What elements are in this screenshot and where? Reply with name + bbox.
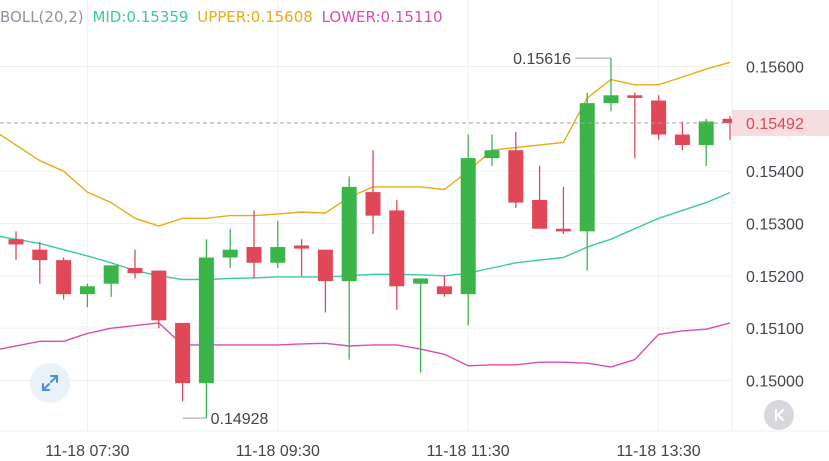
legend-boll: BOLL(20,2)	[0, 8, 84, 26]
grid-lines	[0, 0, 829, 432]
candle	[246, 210, 262, 279]
y-tick-label: 0.15000	[746, 374, 804, 391]
candle-body	[436, 286, 452, 295]
candle	[127, 249, 143, 279]
candle	[674, 121, 690, 151]
candle	[317, 249, 333, 313]
candle-body	[532, 199, 548, 229]
candle-body	[555, 228, 571, 232]
candle-body	[365, 192, 381, 216]
candle	[579, 92, 595, 271]
candle	[270, 220, 286, 268]
candle	[722, 116, 738, 140]
candle-body	[674, 134, 690, 145]
candle	[56, 257, 72, 300]
candle	[627, 92, 643, 159]
candle	[294, 239, 310, 276]
y-tick-label: 0.15600	[746, 60, 804, 77]
band-lower-line	[0, 322, 731, 368]
high-annotation-label: 0.15616	[513, 51, 571, 68]
x-tick-label: 11-18 07:30	[45, 443, 129, 460]
candle-body	[317, 249, 333, 282]
candle	[651, 95, 667, 140]
y-tick-label: 0.15400	[746, 164, 804, 181]
y-tick-label: 0.15300	[746, 217, 804, 234]
x-tick-label: 11-18 09:30	[236, 443, 320, 460]
candle-body	[484, 150, 500, 159]
candle-body	[198, 257, 214, 384]
legend-lower: LOWER:0.15110	[321, 8, 443, 26]
candle-body	[222, 249, 238, 258]
bollinger-bands	[0, 61, 731, 368]
candle-body	[56, 260, 72, 295]
candle-body	[460, 158, 476, 295]
legend-mid: MID:0.15359	[92, 8, 189, 26]
y-tick-label: 0.15100	[746, 321, 804, 338]
x-tick-label: 11-18 11:30	[427, 443, 510, 460]
candle-body	[722, 118, 738, 124]
axes: 0.15000 0.15100 0.15200 0.15300 0.15400 0.156…	[45, 60, 804, 461]
expand-arrows-icon	[42, 375, 58, 391]
expand-button[interactable]	[30, 363, 70, 403]
candle	[341, 176, 357, 360]
current-price-label: 0.15492	[746, 116, 804, 133]
candle	[8, 231, 24, 261]
candle	[222, 228, 238, 268]
candle-body	[389, 210, 405, 287]
candle	[555, 186, 571, 234]
candle-body	[508, 150, 524, 203]
low-annotation-label: 0.14928	[211, 411, 269, 428]
candles	[8, 58, 738, 419]
candle-body	[103, 265, 119, 284]
candle	[151, 270, 167, 329]
band-upper-line	[0, 61, 731, 227]
candle-body	[175, 322, 191, 384]
candle	[198, 239, 214, 419]
candle-body	[32, 249, 48, 261]
candle-body	[127, 267, 143, 274]
candle	[413, 278, 429, 373]
candle	[389, 199, 405, 310]
candle-body	[627, 95, 643, 98]
y-tick-label: 0.15200	[746, 269, 804, 286]
candle	[532, 165, 548, 229]
candle	[460, 134, 476, 326]
candle-body	[651, 100, 667, 135]
candle	[365, 150, 381, 234]
candle-body	[341, 186, 357, 282]
candle-body	[151, 270, 167, 321]
indicator-legend: BOLL(20,2) MID:0.15359 UPPER:0.15608 LOW…	[0, 8, 447, 26]
candle-body	[79, 286, 95, 295]
rewind-to-start-icon	[775, 409, 784, 421]
x-tick-label: 11-18 13:30	[616, 443, 700, 460]
candle-body	[413, 278, 429, 284]
candle	[603, 58, 619, 111]
candle-body	[698, 121, 714, 145]
candle-body	[294, 245, 310, 249]
candle	[698, 118, 714, 166]
candle-body	[579, 103, 595, 232]
candle	[79, 283, 95, 308]
candle-body	[8, 239, 24, 245]
candle	[508, 131, 524, 208]
candle	[175, 322, 191, 402]
candle	[484, 134, 500, 166]
candle-body	[270, 247, 286, 263]
legend-upper: UPPER:0.15608	[197, 8, 313, 26]
rewind-button[interactable]	[764, 400, 794, 430]
current-price-line: 0.15492	[0, 110, 829, 137]
current-price-tag	[732, 110, 829, 137]
candle-body	[246, 247, 262, 263]
candle-body	[603, 95, 619, 104]
candle	[436, 275, 452, 297]
candle	[32, 241, 48, 284]
candle	[103, 265, 119, 297]
annotations: 0.15616 0.14928	[182, 51, 611, 428]
